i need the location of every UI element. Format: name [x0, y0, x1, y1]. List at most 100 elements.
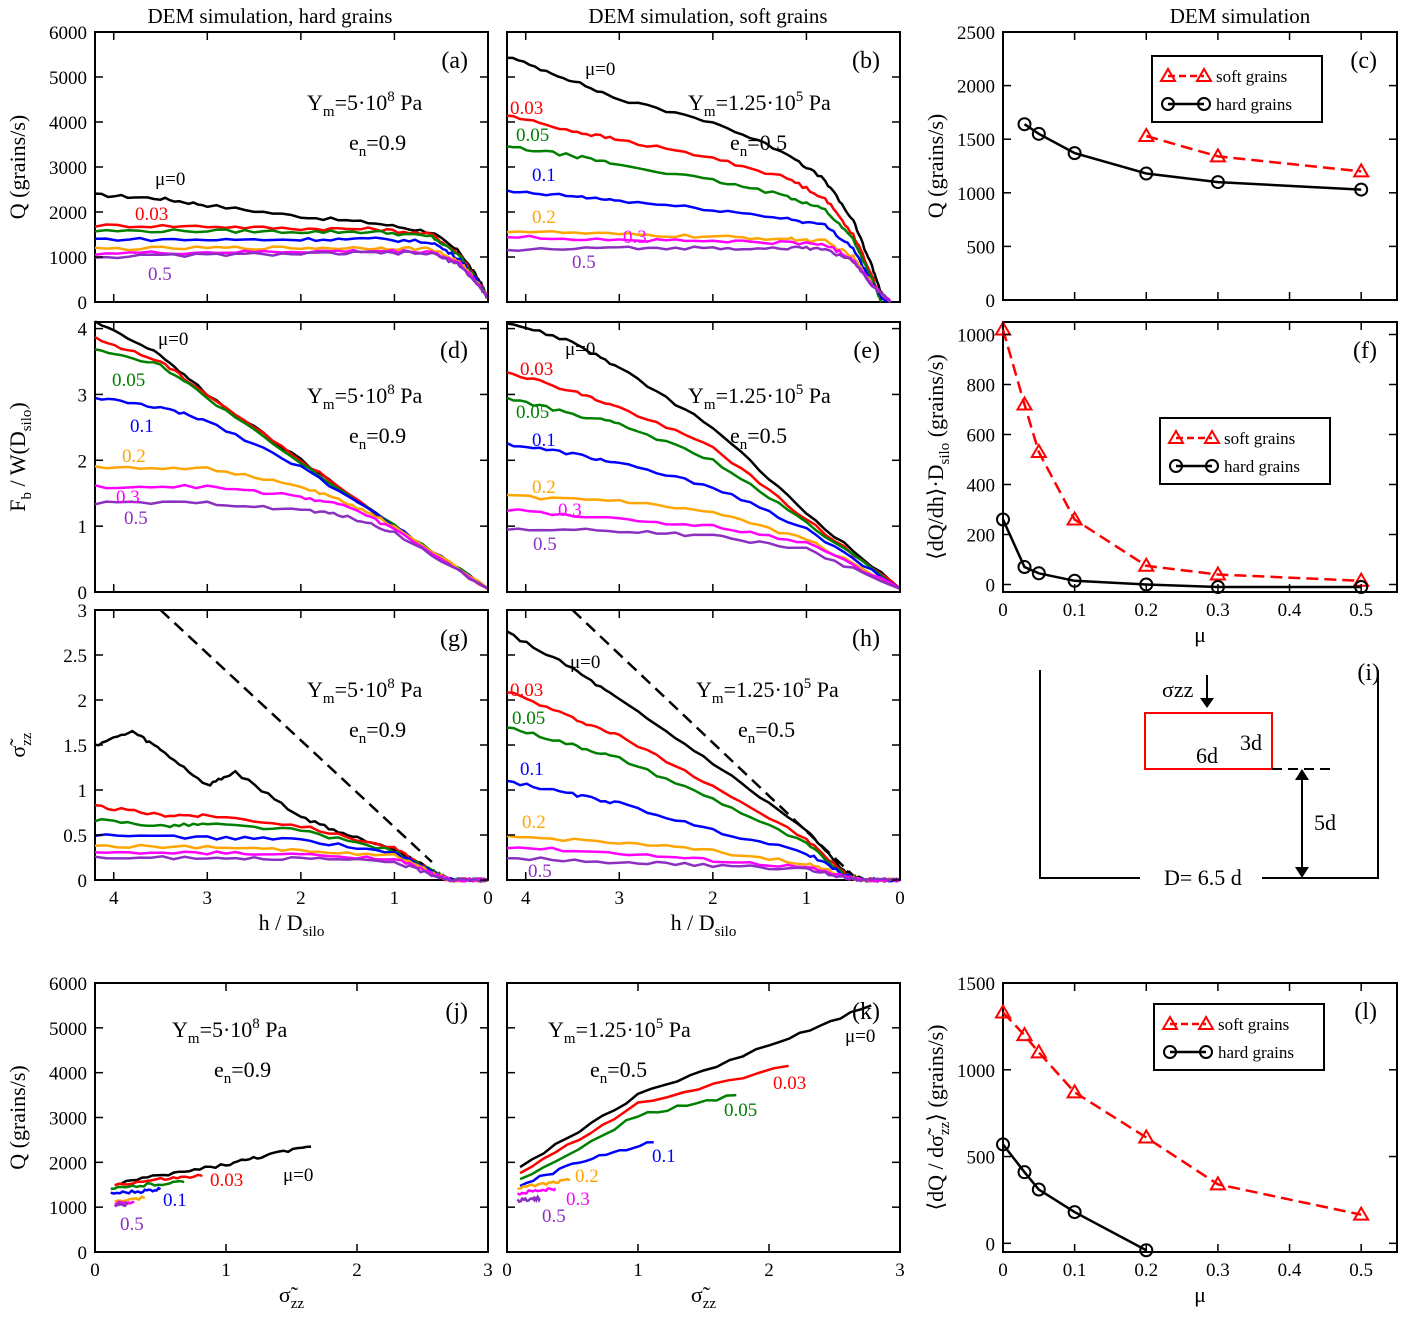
series-line: [94, 192, 490, 298]
legend-label: soft grains: [1216, 67, 1287, 86]
box-width-label: 6d: [1196, 743, 1218, 768]
param-en: en=0.5: [730, 130, 787, 160]
y-tick-label: 0: [986, 291, 996, 312]
series-line: [94, 465, 489, 590]
data-point: [1209, 565, 1227, 581]
panel-label: (i): [1357, 660, 1380, 686]
y-tick-label: 1000: [957, 184, 995, 205]
param-en: en=0.5: [738, 717, 795, 747]
series-line: [506, 691, 901, 883]
data-point: [996, 1137, 1010, 1152]
series-line: [519, 1064, 789, 1175]
param-en: en=0.9: [214, 1057, 271, 1087]
x-tick-label: 1: [802, 888, 812, 909]
y-axis-label: Fb / W(Dsilo): [5, 402, 35, 511]
series-line: [506, 527, 901, 590]
param-ym: Ym=5·108 Pa: [307, 676, 423, 707]
param-ym: Ym=5·108 Pa: [307, 89, 423, 120]
y-tick-label: 3: [78, 601, 88, 622]
x-tick-label: 0.3: [1206, 600, 1230, 621]
x-axis-label: h / Dsilo: [259, 910, 325, 940]
series-line: [159, 609, 433, 863]
data-point: [1137, 556, 1156, 572]
x-tick-label: 3: [615, 888, 625, 909]
curve-label: μ=0: [158, 329, 188, 350]
curve-label: 0.3: [623, 227, 647, 248]
y-axis-label: ⟨dQ / dσ̃zz⟩ (grains/s): [923, 1025, 953, 1211]
panel-label: (h): [852, 626, 880, 652]
curve-label: 0.03: [135, 204, 168, 225]
curve-label: 0.5: [542, 1206, 566, 1227]
data-point: [1065, 1083, 1084, 1099]
panel-label: (l): [1354, 999, 1377, 1025]
y-tick-label: 2000: [49, 1153, 87, 1174]
series-line: [519, 1004, 872, 1169]
x-tick-label: 0.1: [1063, 1260, 1087, 1281]
series-line: [1002, 1011, 1362, 1216]
panel-label: (k): [852, 999, 880, 1025]
plot-frame: [1002, 321, 1398, 593]
y-tick-label: 1500: [957, 130, 995, 151]
x-tick-label: 2: [708, 888, 718, 909]
param-en: en=0.9: [349, 130, 406, 160]
data-point: [1161, 1015, 1179, 1030]
y-tick-label: 2.5: [63, 646, 87, 667]
param-en: en=0.9: [349, 423, 406, 453]
y-axis-label: ⟨dQ/dh⟩·Dsilo (grains/s): [923, 354, 953, 560]
panel-label: (g): [440, 626, 468, 652]
data-point: [1031, 1182, 1046, 1197]
data-point: [1017, 117, 1032, 132]
plot-frame: [506, 31, 901, 303]
schematic-i: (i) σzz 3d 6d 5d D= 6.5 d: [1039, 660, 1380, 890]
y-axis-label: Q (grains/s): [923, 114, 948, 218]
series-line: [94, 483, 489, 590]
data-point: [1167, 429, 1185, 444]
series-line: [506, 441, 901, 590]
opening-label: D= 6.5 d: [1164, 865, 1242, 890]
curve-label: 0.03: [520, 359, 553, 380]
param-ym: Ym=1.25·105 Pa: [548, 1016, 691, 1047]
curve-label: μ=0: [155, 169, 185, 190]
x-tick-label: 0.5: [1349, 1260, 1373, 1281]
column-header: DEM simulation: [1170, 4, 1311, 28]
series-line: [114, 1195, 146, 1203]
data-point: [1209, 1175, 1227, 1191]
curve-label: 0.1: [532, 430, 556, 451]
y-tick-label: 4: [78, 320, 88, 341]
data-point: [1163, 1045, 1177, 1059]
data-point: [1352, 1205, 1370, 1221]
x-tick-label: 0.2: [1134, 600, 1158, 621]
y-tick-label: 1000: [49, 1198, 87, 1219]
series-line: [1145, 134, 1362, 173]
plot-frame: [94, 982, 489, 1253]
curve-label: 0.03: [210, 1170, 243, 1191]
x-tick-label: 0.4: [1278, 600, 1302, 621]
data-point: [1197, 97, 1211, 111]
series-line: [506, 508, 901, 590]
curve-label: μ=0: [283, 1165, 313, 1186]
y-tick-label: 1000: [49, 248, 87, 269]
data-point: [1209, 147, 1227, 163]
y-tick-label: 2500: [957, 23, 995, 44]
data-point: [1030, 1043, 1048, 1059]
column-header: DEM simulation, hard grains: [148, 4, 393, 28]
y-tick-label: 3: [78, 385, 88, 406]
y-tick-label: 1: [78, 517, 88, 538]
sigma-label: σzz: [1162, 677, 1194, 702]
curve-label: 0.3: [558, 500, 582, 521]
plot-frame: [1002, 31, 1398, 301]
y-tick-label: 0: [78, 293, 88, 314]
panel-label: (b): [852, 48, 880, 74]
data-point: [1197, 1015, 1215, 1030]
curve-label: 0.5: [533, 534, 557, 555]
legend-label: soft grains: [1218, 1015, 1289, 1034]
data-point: [1352, 162, 1370, 178]
series-line: [94, 843, 489, 884]
panel-label: (d): [440, 338, 468, 364]
curve-label: 0.5: [572, 252, 596, 273]
series-line: [506, 396, 901, 590]
data-point: [1067, 146, 1082, 161]
data-point: [1199, 1045, 1213, 1059]
data-point: [1195, 67, 1213, 82]
